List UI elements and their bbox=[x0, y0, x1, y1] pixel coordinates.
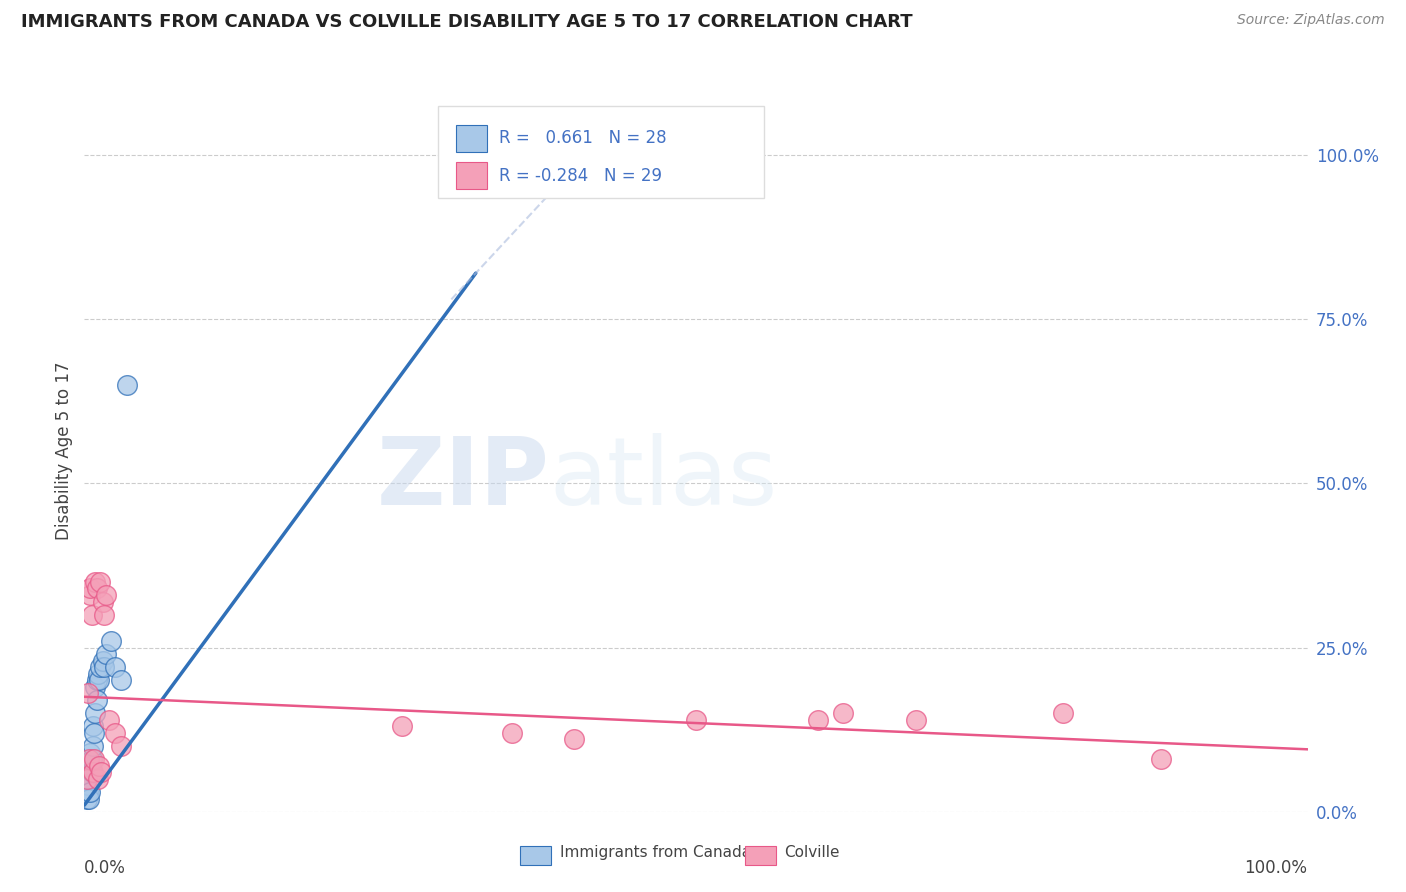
Text: 0.0%: 0.0% bbox=[84, 859, 127, 877]
Point bbox=[87, 666, 110, 681]
Point bbox=[77, 791, 100, 805]
Point bbox=[77, 785, 100, 799]
Point bbox=[84, 574, 107, 589]
Text: Source: ZipAtlas.com: Source: ZipAtlas.com bbox=[1237, 13, 1385, 28]
Point bbox=[96, 647, 118, 661]
Point bbox=[391, 719, 413, 733]
Point bbox=[1052, 706, 1074, 721]
Point bbox=[79, 785, 101, 799]
Point bbox=[97, 713, 120, 727]
Text: ZIP: ZIP bbox=[377, 434, 550, 525]
Point bbox=[89, 660, 111, 674]
Point bbox=[77, 772, 100, 786]
Text: Colville: Colville bbox=[785, 846, 839, 860]
Point bbox=[86, 693, 108, 707]
Point bbox=[80, 765, 103, 780]
Point bbox=[87, 758, 110, 772]
Point bbox=[79, 746, 101, 760]
Text: atlas: atlas bbox=[550, 434, 778, 525]
Point bbox=[77, 752, 100, 766]
Point bbox=[80, 607, 103, 622]
Point bbox=[79, 582, 101, 596]
Point bbox=[84, 706, 107, 721]
Point bbox=[87, 772, 110, 786]
Point bbox=[110, 739, 132, 753]
Text: R =   0.661   N = 28: R = 0.661 N = 28 bbox=[499, 129, 666, 147]
Point bbox=[91, 594, 114, 608]
Point bbox=[464, 180, 486, 194]
Point bbox=[86, 582, 108, 596]
Point bbox=[76, 791, 98, 805]
Point bbox=[80, 752, 103, 766]
Point bbox=[115, 377, 138, 392]
Y-axis label: Disability Age 5 to 17: Disability Age 5 to 17 bbox=[55, 361, 73, 540]
Point bbox=[79, 758, 101, 772]
Point bbox=[104, 660, 127, 674]
Point bbox=[100, 634, 122, 648]
Point bbox=[83, 726, 105, 740]
Point bbox=[502, 726, 524, 740]
Point bbox=[807, 713, 830, 727]
Point bbox=[110, 673, 132, 688]
Point bbox=[83, 752, 105, 766]
Point bbox=[562, 732, 585, 747]
Text: R = -0.284   N = 29: R = -0.284 N = 29 bbox=[499, 167, 662, 185]
Point bbox=[104, 726, 127, 740]
Point bbox=[82, 739, 104, 753]
Text: 100.0%: 100.0% bbox=[1244, 859, 1308, 877]
Point bbox=[905, 713, 928, 727]
Point bbox=[87, 673, 110, 688]
Point bbox=[76, 772, 98, 786]
Point bbox=[79, 588, 101, 602]
Point bbox=[93, 607, 115, 622]
Point bbox=[89, 574, 111, 589]
Point bbox=[90, 765, 112, 780]
Point bbox=[91, 654, 114, 668]
Point bbox=[1150, 752, 1173, 766]
Point bbox=[96, 588, 118, 602]
Text: IMMIGRANTS FROM CANADA VS COLVILLE DISABILITY AGE 5 TO 17 CORRELATION CHART: IMMIGRANTS FROM CANADA VS COLVILLE DISAB… bbox=[21, 13, 912, 31]
Point bbox=[84, 680, 107, 694]
Point bbox=[82, 765, 104, 780]
Point bbox=[86, 673, 108, 688]
Point bbox=[82, 719, 104, 733]
Text: Immigrants from Canada: Immigrants from Canada bbox=[560, 846, 751, 860]
Point bbox=[77, 686, 100, 700]
Point bbox=[93, 660, 115, 674]
Point bbox=[77, 779, 100, 793]
Point bbox=[831, 706, 853, 721]
Point bbox=[685, 713, 707, 727]
